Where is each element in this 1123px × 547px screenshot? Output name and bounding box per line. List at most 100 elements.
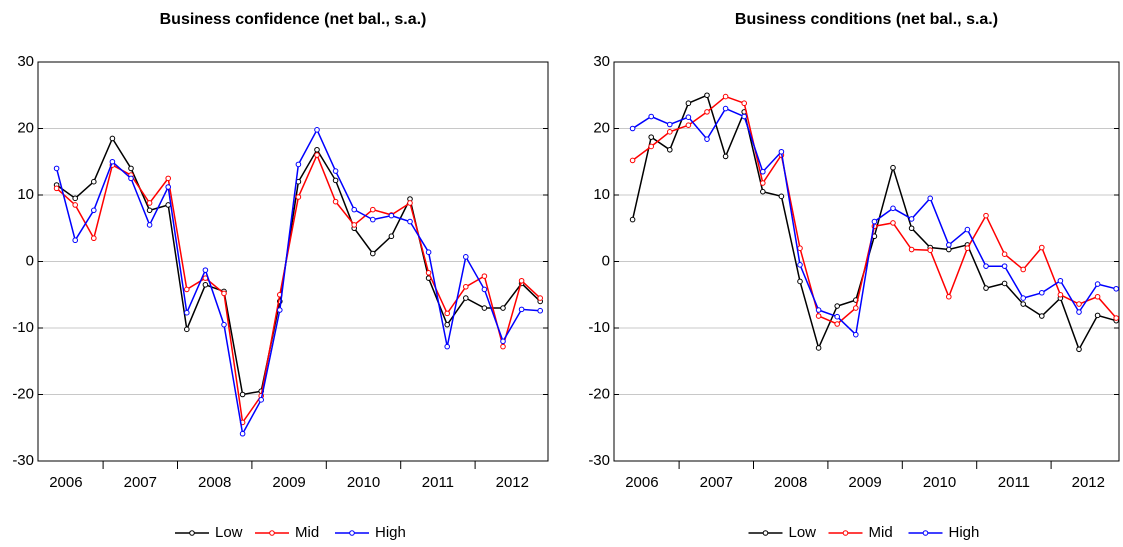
data-point	[165, 184, 171, 190]
data-point	[146, 222, 153, 228]
data-point	[314, 146, 320, 153]
data-point	[165, 175, 171, 182]
data-point	[444, 343, 451, 350]
data-point	[184, 286, 190, 293]
data-point	[1039, 244, 1045, 251]
data-point	[983, 285, 989, 291]
y-tick-label: 30	[593, 53, 610, 70]
data-point	[314, 152, 320, 158]
data-point	[1057, 277, 1064, 284]
data-point	[1039, 313, 1045, 319]
data-point	[146, 207, 153, 214]
data-point	[1076, 346, 1082, 353]
data-point	[239, 391, 246, 398]
x-tick-label: 2012	[496, 474, 529, 491]
panel: Business conditions (net bal., s.a.) -30 -…	[588, 11, 1120, 541]
data-point	[72, 195, 78, 202]
x-tick-label: 2010	[347, 474, 380, 491]
data-point	[890, 220, 896, 226]
data-point	[295, 194, 302, 200]
data-point	[128, 165, 134, 172]
legend-label: Mid	[869, 524, 893, 541]
data-point	[295, 161, 302, 168]
data-point	[1020, 266, 1027, 273]
data-point	[425, 249, 432, 255]
x-tick-label: 2007	[124, 474, 157, 491]
y-tick-label: -10	[12, 319, 34, 336]
data-point	[1113, 285, 1119, 292]
y-tick-label: 30	[17, 53, 34, 70]
data-point	[722, 93, 729, 100]
y-tick-label: 20	[17, 119, 34, 136]
data-point	[332, 168, 339, 174]
legend-label: High	[949, 524, 980, 541]
data-point	[444, 310, 451, 317]
data-point	[722, 153, 729, 160]
x-tick-label: 2006	[625, 474, 658, 491]
x-tick-label: 2009	[272, 474, 305, 491]
series-line	[632, 95, 1117, 325]
data-point	[388, 212, 395, 219]
data-point	[629, 157, 636, 164]
data-point	[258, 397, 265, 403]
x-tick-label: 2008	[198, 474, 231, 491]
legend-marker	[762, 530, 769, 536]
data-point	[629, 216, 636, 223]
data-point	[165, 202, 171, 208]
data-point	[890, 164, 896, 171]
data-point	[351, 206, 358, 213]
plot-frame	[613, 61, 1120, 462]
data-point	[760, 168, 766, 175]
x-tick-label: 2007	[700, 474, 733, 491]
x-tick-label: 2006	[49, 474, 82, 491]
data-point	[407, 200, 413, 206]
data-point	[202, 267, 209, 273]
panel: Business confidence (net bal., s.a.) -30 -…	[12, 11, 549, 541]
legend-label: Low	[215, 524, 243, 541]
data-point	[1039, 289, 1045, 296]
data-point	[1001, 280, 1008, 287]
y-tick-label: 10	[17, 186, 34, 203]
data-point	[722, 105, 729, 112]
data-point	[1094, 312, 1101, 319]
data-point	[463, 283, 469, 290]
data-point	[983, 263, 989, 269]
data-point	[778, 193, 785, 200]
data-point	[946, 246, 952, 253]
data-point	[815, 307, 822, 313]
data-point	[1001, 251, 1008, 257]
data-point	[629, 125, 636, 132]
data-point	[518, 306, 525, 313]
data-point	[908, 225, 915, 232]
data-point	[463, 295, 469, 301]
legend-marker	[842, 530, 849, 536]
y-tick-label: -10	[588, 319, 610, 336]
data-point	[760, 180, 766, 186]
data-point	[704, 109, 710, 115]
data-point	[53, 185, 60, 192]
data-point	[964, 226, 971, 233]
chart-title: Business confidence (net bal., s.a.)	[160, 11, 427, 28]
data-point	[221, 290, 227, 297]
data-point	[778, 148, 785, 155]
data-point	[1076, 309, 1082, 315]
data-point	[537, 295, 544, 301]
data-point	[1094, 281, 1101, 287]
data-point	[221, 321, 227, 328]
data-point	[481, 305, 488, 311]
data-point	[964, 245, 971, 251]
y-tick-label: -20	[12, 385, 34, 402]
y-tick-label: 0	[602, 252, 610, 269]
data-point	[815, 313, 822, 319]
y-tick-label: -20	[588, 385, 610, 402]
data-point	[370, 250, 376, 257]
data-point	[518, 277, 525, 284]
chart-title: Business conditions (net bal., s.a.)	[735, 11, 998, 28]
data-point	[908, 246, 915, 253]
data-point	[444, 321, 451, 328]
legend-label: High	[375, 524, 406, 541]
data-point	[91, 235, 97, 242]
data-point	[481, 273, 488, 279]
data-point	[109, 135, 116, 142]
